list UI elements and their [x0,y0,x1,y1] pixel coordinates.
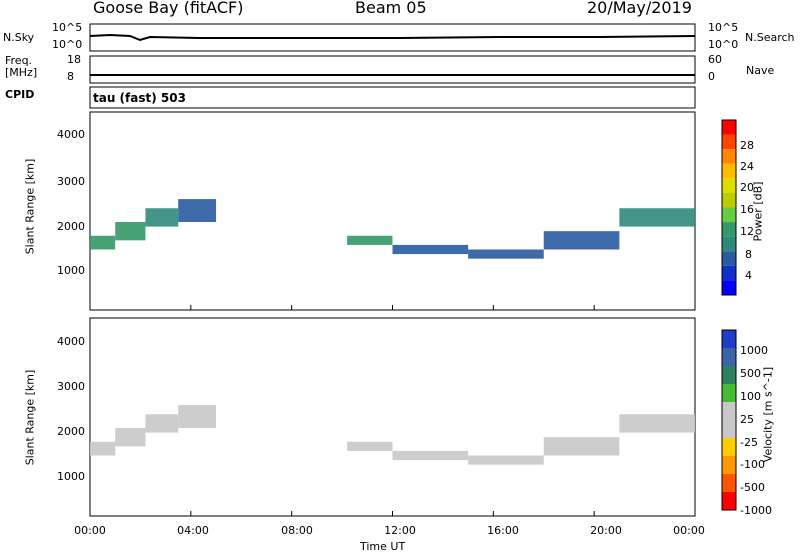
velocity-echo-band [543,437,620,456]
nsky-label: N.Sky [3,31,35,44]
freq-tick-bottom: 8 [67,70,74,83]
cpid-value: tau (fast) 503 [93,91,186,105]
velocity-echo-band [90,441,116,456]
power-ytick: 1000 [57,264,85,277]
power-echo-band [543,231,620,250]
x-tick: 20:00 [590,524,622,537]
cpid-panel [89,86,696,109]
colorbar-swatch [722,178,736,193]
colorbar-swatch [722,474,736,492]
nave-label: Nave [746,64,775,77]
freq-panel [89,55,696,84]
power-colorbar [721,119,737,296]
power-echo-band [115,222,146,241]
velocity-cbar-tick: 25 [740,413,754,426]
colorbar-swatch [722,163,736,179]
colorbar-swatch [722,236,736,252]
colorbar-swatch [722,438,736,456]
colorbar-swatch [722,134,736,150]
nsky-tick-top: 10^5 [52,21,83,34]
xlabel: Time UT [360,540,406,553]
power-echo-band [619,208,695,227]
colorbar-swatch [722,492,736,510]
power-cbar-tick: 4 [745,269,752,282]
velocity-cbar-tick: -1000 [740,504,772,517]
colorbar-swatch [722,120,736,135]
colorbar-swatch [722,192,736,208]
x-tick: 16:00 [487,524,519,537]
x-tick: 08:00 [281,524,313,537]
colorbar-swatch [722,420,736,438]
power-echo-band [178,199,217,222]
velocity-ytick: 3000 [57,380,85,393]
velocity-ytick: 4000 [57,335,85,348]
colorbar-swatch [722,265,736,281]
velocity-echo-band [392,450,469,461]
date-title: 20/May/2019 [587,0,692,17]
power-ytick: 2000 [57,220,85,233]
velocity-echo-band [347,441,393,451]
beam-title: Beam 05 [355,0,427,17]
velocity-cbar-tick: 1000 [740,344,768,357]
power-echo-band [347,235,393,245]
nsky-panel [89,23,696,52]
colorbar-swatch [722,456,736,474]
freq-unit: [MHz] [5,66,38,79]
x-tick: 00:00 [74,524,106,537]
nsearch-label: N.Search [745,31,795,44]
colorbar-swatch [722,207,736,223]
power-echo-band [392,244,469,255]
colorbar-swatch [722,280,736,295]
colorbar-frame [721,329,737,511]
colorbar-swatch [722,384,736,402]
nsky-tick-bottom: 10^0 [52,38,83,51]
velocity-cbar-tick: -100 [740,458,765,471]
colorbar-swatch [722,222,736,237]
power-ytick: 3000 [57,175,85,188]
x-tick: 00:00 [673,524,705,537]
power-echo-band [90,235,116,250]
power-echo-band [145,208,179,227]
nave-tick-bottom: 0 [708,70,715,83]
colorbar-swatch [722,149,736,164]
x-tick: 04:00 [177,524,209,537]
colorbar-swatch [722,330,736,348]
velocity-cbar-tick: -500 [740,481,765,494]
station-title: Goose Bay (fitACF) [93,0,244,17]
freq-label: Freq. [5,54,33,67]
x-tick: 12:00 [384,524,416,537]
nsearch-tick-top: 10^5 [708,21,739,34]
velocity-echo-band [115,428,146,447]
power-cbar-tick: 20 [740,181,754,194]
colorbar-swatch [722,366,736,384]
nsearch-tick-bottom: 10^0 [708,38,739,51]
velocity-echo-band [468,455,544,465]
velocity-echo-band [145,414,179,433]
power-cbar-tick: 24 [740,160,754,173]
velocity-echo-band [178,405,217,428]
colorbar-swatch [722,402,736,420]
colorbar-frame [721,119,737,296]
freq-tick-top: 18 [67,53,81,66]
power-cbar-tick: 12 [740,225,754,238]
nsky-trace [89,33,696,42]
colorbar-swatch [722,251,736,266]
velocity-cbar-tick: 100 [740,390,761,403]
velocity-colorbar [721,329,737,511]
power-echo-band [468,249,544,259]
velocity-cbar-tick: 500 [740,367,761,380]
cpid-label: CPID [5,88,35,101]
power-ytick: 4000 [57,128,85,141]
velocity-cbar-tick: -25 [740,436,758,449]
power-cbar-tick: 8 [745,248,752,261]
velocity-ytick: 1000 [57,470,85,483]
velocity-ytick: 2000 [57,425,85,438]
colorbar-swatch [722,348,736,366]
power-cbar-tick: 16 [740,203,754,216]
nave-tick-top: 60 [708,53,722,66]
velocity-echo-band [619,414,695,433]
power-cbar-tick: 28 [740,139,754,152]
